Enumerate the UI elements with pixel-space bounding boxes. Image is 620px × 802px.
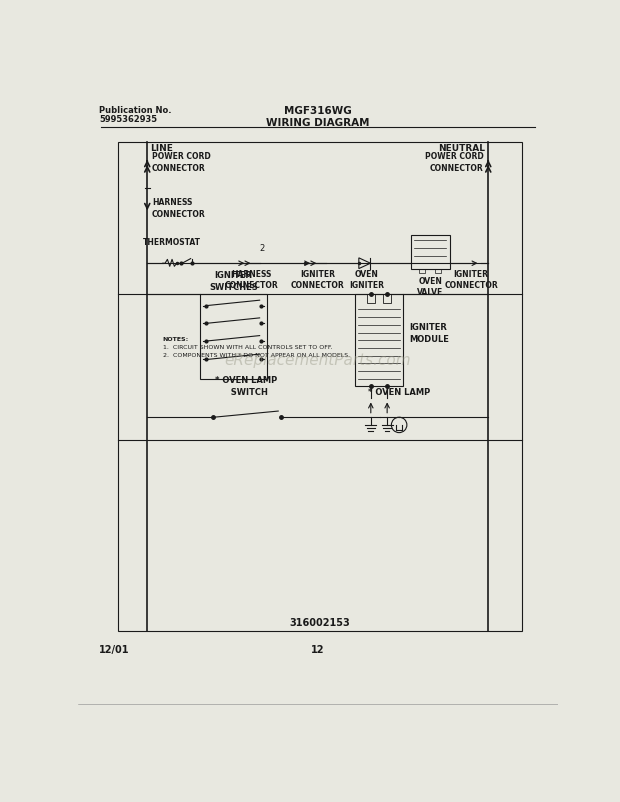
Text: THERMOSTAT: THERMOSTAT — [143, 238, 201, 247]
Text: * OVEN LAMP: * OVEN LAMP — [368, 387, 430, 396]
Text: POWER CORD
CONNECTOR: POWER CORD CONNECTOR — [425, 152, 484, 172]
Bar — [118, 143, 522, 630]
Text: LINE: LINE — [151, 144, 173, 153]
Text: 2: 2 — [260, 244, 265, 253]
Text: 2.  COMPONENTS WITH * DO NOT APPEAR ON ALL MODELS.: 2. COMPONENTS WITH * DO NOT APPEAR ON AL… — [162, 352, 350, 358]
Text: WIRING DIAGRAM: WIRING DIAGRAM — [266, 118, 370, 128]
Text: OVEN
VALVE: OVEN VALVE — [417, 276, 443, 296]
Text: OVEN
IGNITER: OVEN IGNITER — [349, 270, 384, 290]
Bar — [367, 294, 374, 304]
Bar — [419, 270, 425, 274]
Bar — [383, 294, 391, 304]
Bar — [355, 294, 403, 387]
Text: Publication No.: Publication No. — [99, 106, 172, 115]
Bar — [200, 294, 267, 379]
Bar — [410, 236, 449, 270]
Text: IGNITER
SWITCHES: IGNITER SWITCHES — [210, 271, 258, 292]
Text: MGF316WG: MGF316WG — [284, 106, 352, 116]
Text: NOTES:: NOTES: — [162, 337, 189, 342]
Text: 12: 12 — [311, 645, 324, 654]
Text: 1.  CIRCUIT SHOWN WITH ALL CONTROLS SET TO OFF.: 1. CIRCUIT SHOWN WITH ALL CONTROLS SET T… — [162, 345, 332, 350]
Text: HARNESS
CONNECTOR: HARNESS CONNECTOR — [225, 270, 279, 290]
Text: 316002153: 316002153 — [290, 617, 350, 627]
Text: IGNITER
MODULE: IGNITER MODULE — [409, 322, 449, 343]
Text: POWER CORD
CONNECTOR: POWER CORD CONNECTOR — [152, 152, 211, 172]
Text: 5995362935: 5995362935 — [99, 115, 157, 124]
Text: IGNITER
CONNECTOR: IGNITER CONNECTOR — [291, 270, 345, 290]
Text: eReplacementParts.com: eReplacementParts.com — [224, 353, 411, 367]
Text: IGNITER
CONNECTOR: IGNITER CONNECTOR — [445, 270, 498, 290]
Text: NEUTRAL: NEUTRAL — [438, 144, 485, 153]
Text: 12/01: 12/01 — [99, 645, 130, 654]
Text: HARNESS
CONNECTOR: HARNESS CONNECTOR — [152, 198, 206, 219]
Text: * OVEN LAMP
  SWITCH: * OVEN LAMP SWITCH — [215, 375, 278, 396]
Bar — [435, 270, 441, 274]
